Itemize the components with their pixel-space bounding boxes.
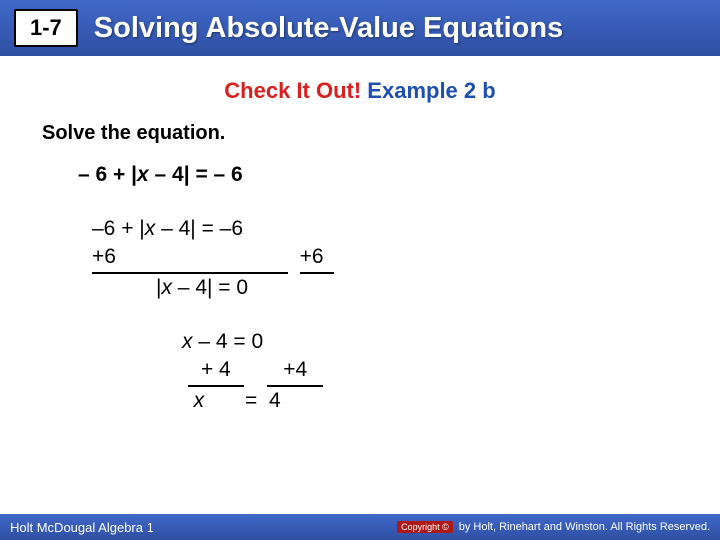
subtitle-rest: Example 2 b [361, 78, 496, 103]
main-equation: – 6 + |x – 4| = – 6 [78, 163, 720, 187]
footer-left: Holt McDougal Algebra 1 [10, 520, 154, 535]
subtitle: Check It Out! Example 2 b [0, 78, 720, 104]
copyright-badge: Copyright © [397, 521, 453, 533]
footer-right: Copyright © by Holt, Rinehart and Winsto… [397, 521, 710, 533]
w2-rest: – 4 = 0 [193, 330, 264, 353]
w1-add-left: +6 [92, 243, 288, 273]
w1-b: – 4| = –6 [155, 217, 243, 240]
work-block-2: x – 4 = 0 + 4 +4 x = 4 [182, 328, 720, 415]
w2-add-left: + 4 [188, 356, 244, 386]
header-title: Solving Absolute-Value Equations [94, 12, 563, 45]
work-block-1: –6 + |x – 4| = –6 +6 +6 |x – 4| = 0 [92, 215, 720, 302]
w1-var: x [145, 217, 156, 240]
work1-add: +6 +6 [92, 243, 720, 273]
subtitle-lead: Check It Out! [224, 78, 361, 103]
header-bar: 1-7 Solving Absolute-Value Equations [0, 0, 720, 56]
w1-res-b: – 4| = 0 [172, 276, 248, 299]
work1-line1: –6 + |x – 4| = –6 [92, 215, 720, 243]
footer: Holt McDougal Algebra 1 Copyright © by H… [0, 514, 720, 540]
work2-result: x = 4 [182, 387, 720, 415]
eq-suffix: – 4| = – 6 [149, 163, 243, 186]
w1-a: –6 + | [92, 217, 145, 240]
eq-var: x [137, 163, 149, 186]
footer-right-text: by Holt, Rinehart and Winston. All Right… [459, 521, 710, 533]
section-badge: 1-7 [14, 9, 78, 47]
w1-res-var: x [161, 276, 172, 299]
w2-var: x [182, 330, 193, 353]
work2-add: + 4 +4 [182, 356, 720, 386]
work1-result: |x – 4| = 0 [92, 274, 720, 302]
work2-line1: x – 4 = 0 [182, 328, 720, 356]
content: Solve the equation. – 6 + |x – 4| = – 6 … [0, 122, 720, 415]
w2-res-rest: = 4 [204, 389, 280, 412]
eq-prefix: – 6 + | [78, 163, 137, 186]
w2-res-var: x [194, 389, 205, 412]
w2-add-right: +4 [267, 356, 323, 386]
prompt: Solve the equation. [42, 122, 720, 145]
w1-add-right: +6 [300, 243, 334, 273]
